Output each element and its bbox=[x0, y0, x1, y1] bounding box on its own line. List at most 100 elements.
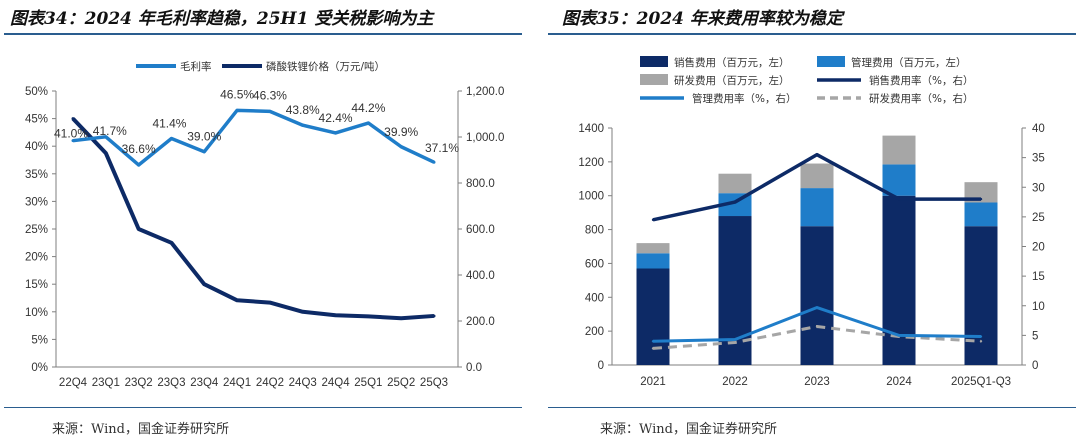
lfp-price-point bbox=[202, 282, 206, 286]
gross-margin-data-label: 37.1% bbox=[425, 141, 459, 155]
gross-margin-point bbox=[137, 163, 141, 167]
right-chart-left-tick-label: 200 bbox=[585, 326, 604, 338]
left-bottom-rule bbox=[4, 407, 522, 408]
rd-expense-bar bbox=[636, 243, 670, 254]
admin-expense-ratio-point bbox=[651, 340, 655, 343]
sales-expense-bar bbox=[882, 195, 916, 365]
right-chart-x-tick-label: 2021 bbox=[640, 376, 666, 388]
x-axis-tick-label: 24Q1 bbox=[223, 377, 251, 389]
x-axis-tick-label: 25Q1 bbox=[354, 377, 382, 389]
left-axis-tick-label: 35% bbox=[25, 169, 48, 181]
gross-margin-point bbox=[301, 123, 305, 127]
right-chart-left-tick-label: 1000 bbox=[578, 191, 604, 203]
gross-margin-data-label: 46.5% bbox=[220, 87, 254, 101]
x-axis-tick-label: 24Q2 bbox=[256, 377, 284, 389]
legend-sales-expense-label: 销售费用（百万元，左） bbox=[674, 56, 790, 69]
sales-expense-bar bbox=[964, 226, 998, 365]
right-chart-right-tick-label: 30 bbox=[1032, 182, 1045, 194]
right-chart-left-tick-label: 400 bbox=[585, 292, 604, 304]
sales-expense-ratio-point bbox=[815, 153, 819, 156]
left-axis-tick-label: 5% bbox=[31, 334, 48, 346]
admin-expense-ratio-point bbox=[897, 334, 901, 337]
gross-margin-data-label: 36.6% bbox=[122, 142, 156, 156]
gross-margin-data-label: 41.0% bbox=[54, 127, 88, 141]
right-axis-tick-label: 1,200.0 bbox=[466, 86, 504, 98]
admin-expense-bar bbox=[800, 188, 834, 227]
legend-rd-ratio-label: 研发费用率（%，右） bbox=[869, 92, 973, 105]
sales-expense-ratio-point bbox=[897, 197, 901, 201]
sales-expense-ratio-point bbox=[733, 200, 737, 204]
right-chart-right-tick-label: 25 bbox=[1032, 212, 1045, 224]
right-chart-right-tick-label: 0 bbox=[1032, 360, 1038, 372]
right-chart-right-tick-label: 35 bbox=[1032, 153, 1045, 165]
legend-admin-expense-swatch bbox=[817, 56, 845, 67]
admin-expense-ratio-point bbox=[733, 338, 737, 341]
right-chart-title: 图表35：2024 年来费用率较为稳定 bbox=[562, 9, 843, 29]
right-chart-right-tick-label: 10 bbox=[1032, 301, 1045, 313]
left-axis-tick-label: 45% bbox=[25, 114, 48, 126]
lfp-price-point bbox=[399, 316, 403, 320]
right-chart-right-tick-label: 40 bbox=[1032, 123, 1045, 135]
right-chart-x-tick-label: 2025Q1-Q3 bbox=[951, 376, 1011, 388]
rd-expense-bar bbox=[800, 163, 834, 189]
sales-expense-bar bbox=[800, 226, 834, 365]
gross-margin-point bbox=[104, 135, 108, 139]
lfp-price-point bbox=[268, 301, 272, 305]
x-axis-tick-label: 25Q2 bbox=[387, 377, 415, 389]
left-axis-tick-label: 50% bbox=[25, 86, 48, 98]
gross-margin-point bbox=[334, 131, 338, 135]
left-axis-tick-label: 30% bbox=[25, 196, 48, 208]
right-source-note: 来源：Wind，国金证券研究所 bbox=[600, 422, 777, 437]
left-axis-tick-label: 0% bbox=[31, 362, 48, 374]
left-chart-title: 图表34：2024 年毛利率趋稳，25H1 受关税影响为主 bbox=[10, 9, 434, 29]
gross-margin-data-label: 39.0% bbox=[187, 130, 221, 144]
rd-expense-ratio-point bbox=[815, 325, 819, 328]
admin-expense-bar bbox=[964, 202, 998, 227]
right-bottom-rule bbox=[548, 407, 1076, 408]
rd-expense-bar bbox=[718, 173, 752, 194]
lfp-price-point bbox=[104, 151, 108, 155]
lfp-price-point bbox=[137, 227, 141, 231]
lfp-price-point bbox=[334, 313, 338, 317]
x-axis-tick-label: 24Q3 bbox=[289, 377, 317, 389]
left-axis-tick-label: 40% bbox=[25, 141, 48, 153]
lfp-price-point bbox=[301, 310, 305, 314]
sales-expense-bar bbox=[636, 268, 670, 365]
legend-rd-expense-swatch bbox=[640, 74, 668, 85]
right-chart-left-tick-label: 600 bbox=[585, 258, 604, 270]
admin-expense-bar bbox=[882, 164, 916, 196]
right-axis-tick-label: 600.0 bbox=[466, 224, 495, 236]
lfp-price-point bbox=[235, 298, 239, 302]
sales-expense-ratio-point bbox=[651, 218, 655, 222]
rd-expense-ratio-point bbox=[733, 341, 737, 344]
rd-expense-ratio-point bbox=[651, 347, 655, 350]
gross-margin-point bbox=[235, 108, 239, 112]
legend-label-gross-margin: 毛利率 bbox=[180, 60, 212, 73]
gross-margin-point bbox=[399, 145, 403, 149]
gross-margin-data-label: 44.2% bbox=[351, 101, 385, 115]
legend-sales-ratio-label: 销售费用率（%，右） bbox=[869, 74, 973, 87]
gross-margin-point bbox=[432, 160, 436, 164]
admin-expense-ratio-point bbox=[979, 335, 983, 338]
right-chart-x-tick-label: 2024 bbox=[886, 376, 912, 388]
right-title-rule bbox=[548, 33, 1076, 35]
right-axis-tick-label: 200.0 bbox=[466, 316, 495, 328]
gross-margin-point bbox=[366, 121, 370, 125]
admin-expense-ratio-point bbox=[815, 306, 819, 309]
sales-expense-ratio-point bbox=[979, 197, 983, 201]
left-axis-tick-label: 20% bbox=[25, 252, 48, 264]
right-axis-tick-label: 800.0 bbox=[466, 178, 495, 190]
legend-rd-expense-label: 研发费用（百万元，左） bbox=[674, 74, 790, 87]
lfp-price-point bbox=[71, 117, 75, 121]
legend-label-lfp-price: 磷酸铁锂价格（万元/吨） bbox=[266, 60, 385, 73]
x-axis-tick-label: 24Q4 bbox=[321, 377, 350, 389]
right-chart-x-tick-label: 2022 bbox=[722, 376, 748, 388]
right-chart-right-tick-label: 20 bbox=[1032, 242, 1045, 254]
lfp-price-point bbox=[366, 314, 370, 318]
gross-margin-data-label: 46.3% bbox=[253, 88, 287, 102]
x-axis-tick-label: 23Q4 bbox=[190, 377, 219, 389]
right-chart-left-tick-label: 1400 bbox=[578, 123, 604, 135]
legend-admin-ratio-label: 管理费用率（%，右） bbox=[692, 92, 796, 105]
left-source-note: 来源：Wind，国金证券研究所 bbox=[52, 422, 229, 437]
